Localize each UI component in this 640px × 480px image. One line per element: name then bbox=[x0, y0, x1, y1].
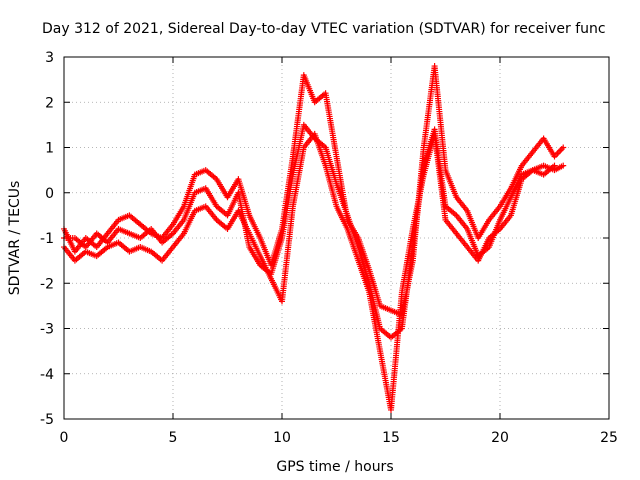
x-tick-label: 10 bbox=[273, 430, 291, 446]
plot-frame bbox=[63, 56, 610, 420]
chart-title: Day 312 of 2021, Sidereal Day-to-day VTE… bbox=[42, 21, 606, 37]
x-axis-label: GPS time / hours bbox=[276, 459, 393, 475]
data-point bbox=[560, 144, 567, 151]
series-track-a bbox=[61, 63, 567, 318]
data-points bbox=[61, 63, 567, 413]
y-tick-label: -2 bbox=[40, 276, 54, 292]
y-tick-label: -1 bbox=[40, 231, 54, 247]
y-axis-label: SDTVAR / TECUs bbox=[7, 181, 23, 296]
x-tick-label: 0 bbox=[60, 430, 69, 446]
y-tick-label: 2 bbox=[45, 95, 54, 111]
axis-ticks: 0 5 10 15 20 25 -5 -4 -3 -2 -1 0 1 2 3 bbox=[40, 50, 618, 446]
y-tick-label: -5 bbox=[40, 412, 54, 428]
y-tick-label: 3 bbox=[45, 50, 54, 66]
x-tick-label: 20 bbox=[491, 430, 509, 446]
x-tick-label: 25 bbox=[600, 430, 618, 446]
y-tick-label: 1 bbox=[45, 141, 54, 157]
x-tick-label: 5 bbox=[169, 430, 178, 446]
series-track-c bbox=[61, 130, 558, 413]
y-tick-label: 0 bbox=[45, 186, 54, 202]
x-tick-label: 15 bbox=[382, 430, 400, 446]
data-point bbox=[551, 162, 558, 169]
series-track-b bbox=[61, 121, 567, 341]
data-point bbox=[560, 162, 567, 169]
y-tick-label: -3 bbox=[40, 322, 54, 338]
grid bbox=[64, 57, 609, 419]
y-tick-label: -4 bbox=[40, 367, 54, 383]
